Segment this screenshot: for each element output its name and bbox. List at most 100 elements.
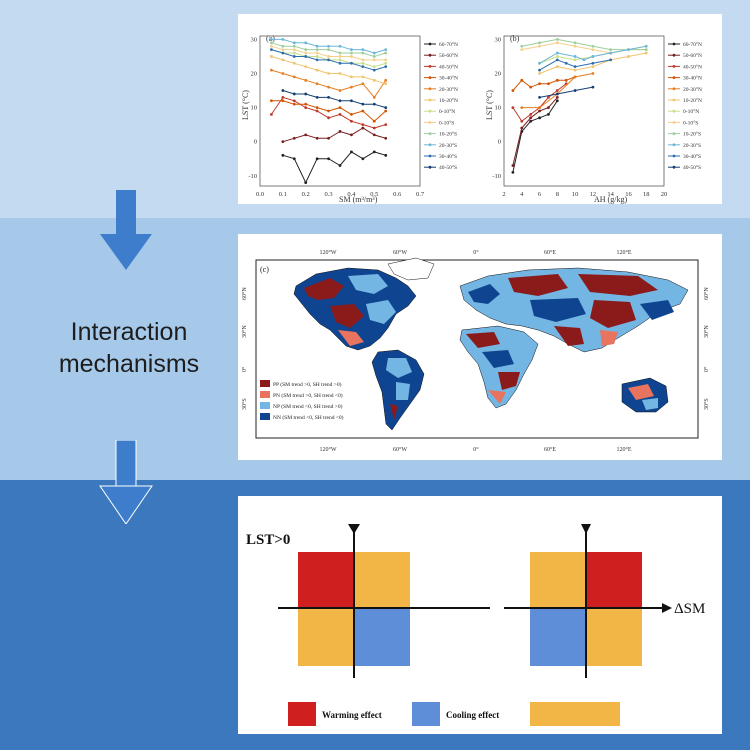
plot-b-data-point bbox=[573, 75, 577, 79]
plot-b-data-point bbox=[644, 51, 648, 55]
map-lat-ticks-right: 60°N 30°N 0° 30°S bbox=[703, 287, 710, 410]
plot-b-xlabel: AH (g/kg) bbox=[594, 195, 627, 204]
map-lon-ticks-top: 120°W 60°W 0° 60°E 120°E bbox=[319, 249, 631, 256]
map-lon-ticks-bottom: 120°W 60°W 0° 60°E 120°E bbox=[319, 446, 631, 453]
plot-b-data-point bbox=[538, 68, 541, 72]
plot-a-legend-marker bbox=[428, 143, 432, 147]
plot-b-data-point bbox=[538, 72, 541, 75]
plot-b-data-point bbox=[538, 61, 541, 65]
plot-a-legend-label: 60-70°N bbox=[439, 41, 458, 48]
plot-b-legend-label: 40-50°N bbox=[683, 63, 702, 70]
plot-b-data-point bbox=[511, 170, 515, 174]
plot-a-data-point bbox=[372, 126, 376, 130]
plot-a-data-point bbox=[315, 136, 319, 140]
plot-b-data-point bbox=[520, 44, 524, 48]
plot-a-legend-marker bbox=[428, 154, 432, 158]
plot-a-legend-label: 0-10°N bbox=[439, 108, 455, 115]
plot-a-data-point bbox=[270, 68, 273, 72]
plot-a-data-point bbox=[327, 72, 330, 75]
plot-a-data-point bbox=[338, 164, 342, 167]
quadrant-cooling bbox=[530, 608, 586, 666]
legend-swatch-warming bbox=[288, 702, 316, 726]
axis-arrow-icon bbox=[348, 524, 360, 534]
plot-a-data-point bbox=[327, 85, 330, 89]
plot-b-data-point bbox=[529, 119, 533, 123]
plot-a-series-line bbox=[282, 151, 386, 184]
quadrant-left bbox=[278, 524, 490, 678]
plot-a-data-point bbox=[292, 41, 296, 45]
plot-b-xtick: 12 bbox=[590, 191, 597, 198]
plot-a-data-point bbox=[338, 99, 342, 103]
plot-b-data-point bbox=[582, 58, 586, 62]
plot-a-legend-label: 50-60°N bbox=[439, 52, 458, 59]
plot-a-data-point bbox=[350, 48, 353, 52]
plot-b-data-point bbox=[555, 95, 559, 99]
plot-b-data-point bbox=[520, 126, 524, 130]
plot-a-data-point bbox=[315, 106, 319, 109]
plot-b-data-point bbox=[591, 65, 595, 69]
legend-swatch-pn bbox=[260, 391, 270, 398]
plot-b-data-point bbox=[591, 44, 595, 48]
plot-b-data-point bbox=[547, 106, 550, 109]
plot-a-data-point bbox=[292, 44, 296, 48]
line-plots-panel: LST (°C) SM (m³/m³) (a) LST (°C) AH (g/k… bbox=[238, 14, 722, 204]
plot-a-data-point bbox=[304, 181, 308, 184]
plot-a-data-point bbox=[304, 102, 308, 106]
plot-a-series-line bbox=[282, 90, 386, 109]
plot-a-data-point bbox=[292, 48, 296, 52]
plot-a-data-point bbox=[315, 55, 319, 58]
plot-b-xtick: 2 bbox=[502, 191, 505, 198]
plot-a-data-point bbox=[361, 61, 365, 65]
plot-a-legend-label: 40-50°N bbox=[439, 63, 458, 70]
plot-a-data-point bbox=[338, 113, 342, 116]
plot-a-data-point bbox=[292, 157, 296, 161]
plot-a-legend-marker bbox=[428, 42, 432, 46]
plot-b-data-point bbox=[573, 41, 577, 45]
plot-b-xtick: 8 bbox=[556, 191, 559, 198]
plot-b-legend-marker bbox=[672, 65, 676, 68]
plot-b-ytick: 0 bbox=[498, 139, 501, 146]
plot-b-data-point bbox=[609, 58, 613, 62]
plot-b-legend-label: 20-30°S bbox=[683, 142, 701, 149]
plot-b-data-point bbox=[555, 92, 559, 96]
plot-a-data-point bbox=[292, 61, 296, 65]
plot-a-data-point bbox=[315, 48, 319, 52]
eurasia bbox=[459, 267, 689, 353]
plot-a-legend-marker bbox=[428, 132, 432, 135]
south-america bbox=[371, 349, 425, 431]
plot-b-legend-marker bbox=[672, 109, 676, 113]
lon-tick: 0° bbox=[473, 249, 479, 256]
plot-b-data-point bbox=[555, 58, 559, 62]
plot-b-ytick: 10 bbox=[495, 105, 502, 112]
plot-b-data-point bbox=[591, 72, 595, 75]
lon-tick: 120°W bbox=[319, 446, 336, 453]
legend-label-pn: PN (SM trend >0, SH trend <0) bbox=[273, 392, 343, 399]
axis-arrow-icon bbox=[581, 524, 591, 534]
plot-b-ytick: -10 bbox=[492, 173, 501, 180]
lon-tick: 120°W bbox=[319, 249, 336, 256]
plot-a-data-point bbox=[327, 136, 330, 140]
plot-b-data-point bbox=[573, 68, 577, 72]
plot-a-legend-marker bbox=[428, 76, 432, 79]
map-lat-ticks-left: 60°N 30°N 0° 30°S bbox=[241, 287, 248, 410]
plot-b-data-point bbox=[555, 99, 559, 103]
plot-a-data-point bbox=[315, 58, 319, 62]
plot-a-xtick: 0.3 bbox=[325, 191, 333, 198]
plot-a-data-point bbox=[372, 58, 376, 62]
plot-b-data-point bbox=[627, 48, 630, 52]
quadrant-orange bbox=[298, 608, 354, 666]
plot-b-legend-label: 40-50°S bbox=[683, 164, 701, 171]
quadrant-diagram: LST>0 ΔSM Warming effect Cooling ef bbox=[246, 524, 705, 726]
plot-a-data-point bbox=[281, 38, 285, 41]
axis-arrow-icon bbox=[662, 603, 672, 613]
legend-label-cooling: Cooling effect bbox=[446, 710, 499, 720]
plot-a-data-point bbox=[304, 133, 308, 137]
plot-b-series-line bbox=[539, 59, 611, 71]
plot-a-data-point bbox=[338, 58, 342, 62]
quadrant-orange bbox=[354, 552, 410, 608]
plot-a-xtick: 0.7 bbox=[416, 191, 425, 198]
plot-a-data-point bbox=[384, 48, 388, 52]
plot-b-legend-marker bbox=[672, 143, 676, 147]
plot-a-data-point bbox=[384, 65, 388, 69]
quadrant-cooling bbox=[354, 608, 410, 666]
